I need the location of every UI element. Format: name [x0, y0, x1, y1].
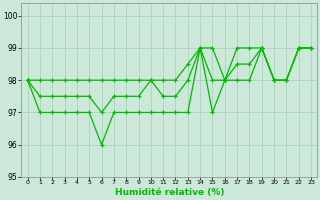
X-axis label: Humidité relative (%): Humidité relative (%): [115, 188, 224, 197]
